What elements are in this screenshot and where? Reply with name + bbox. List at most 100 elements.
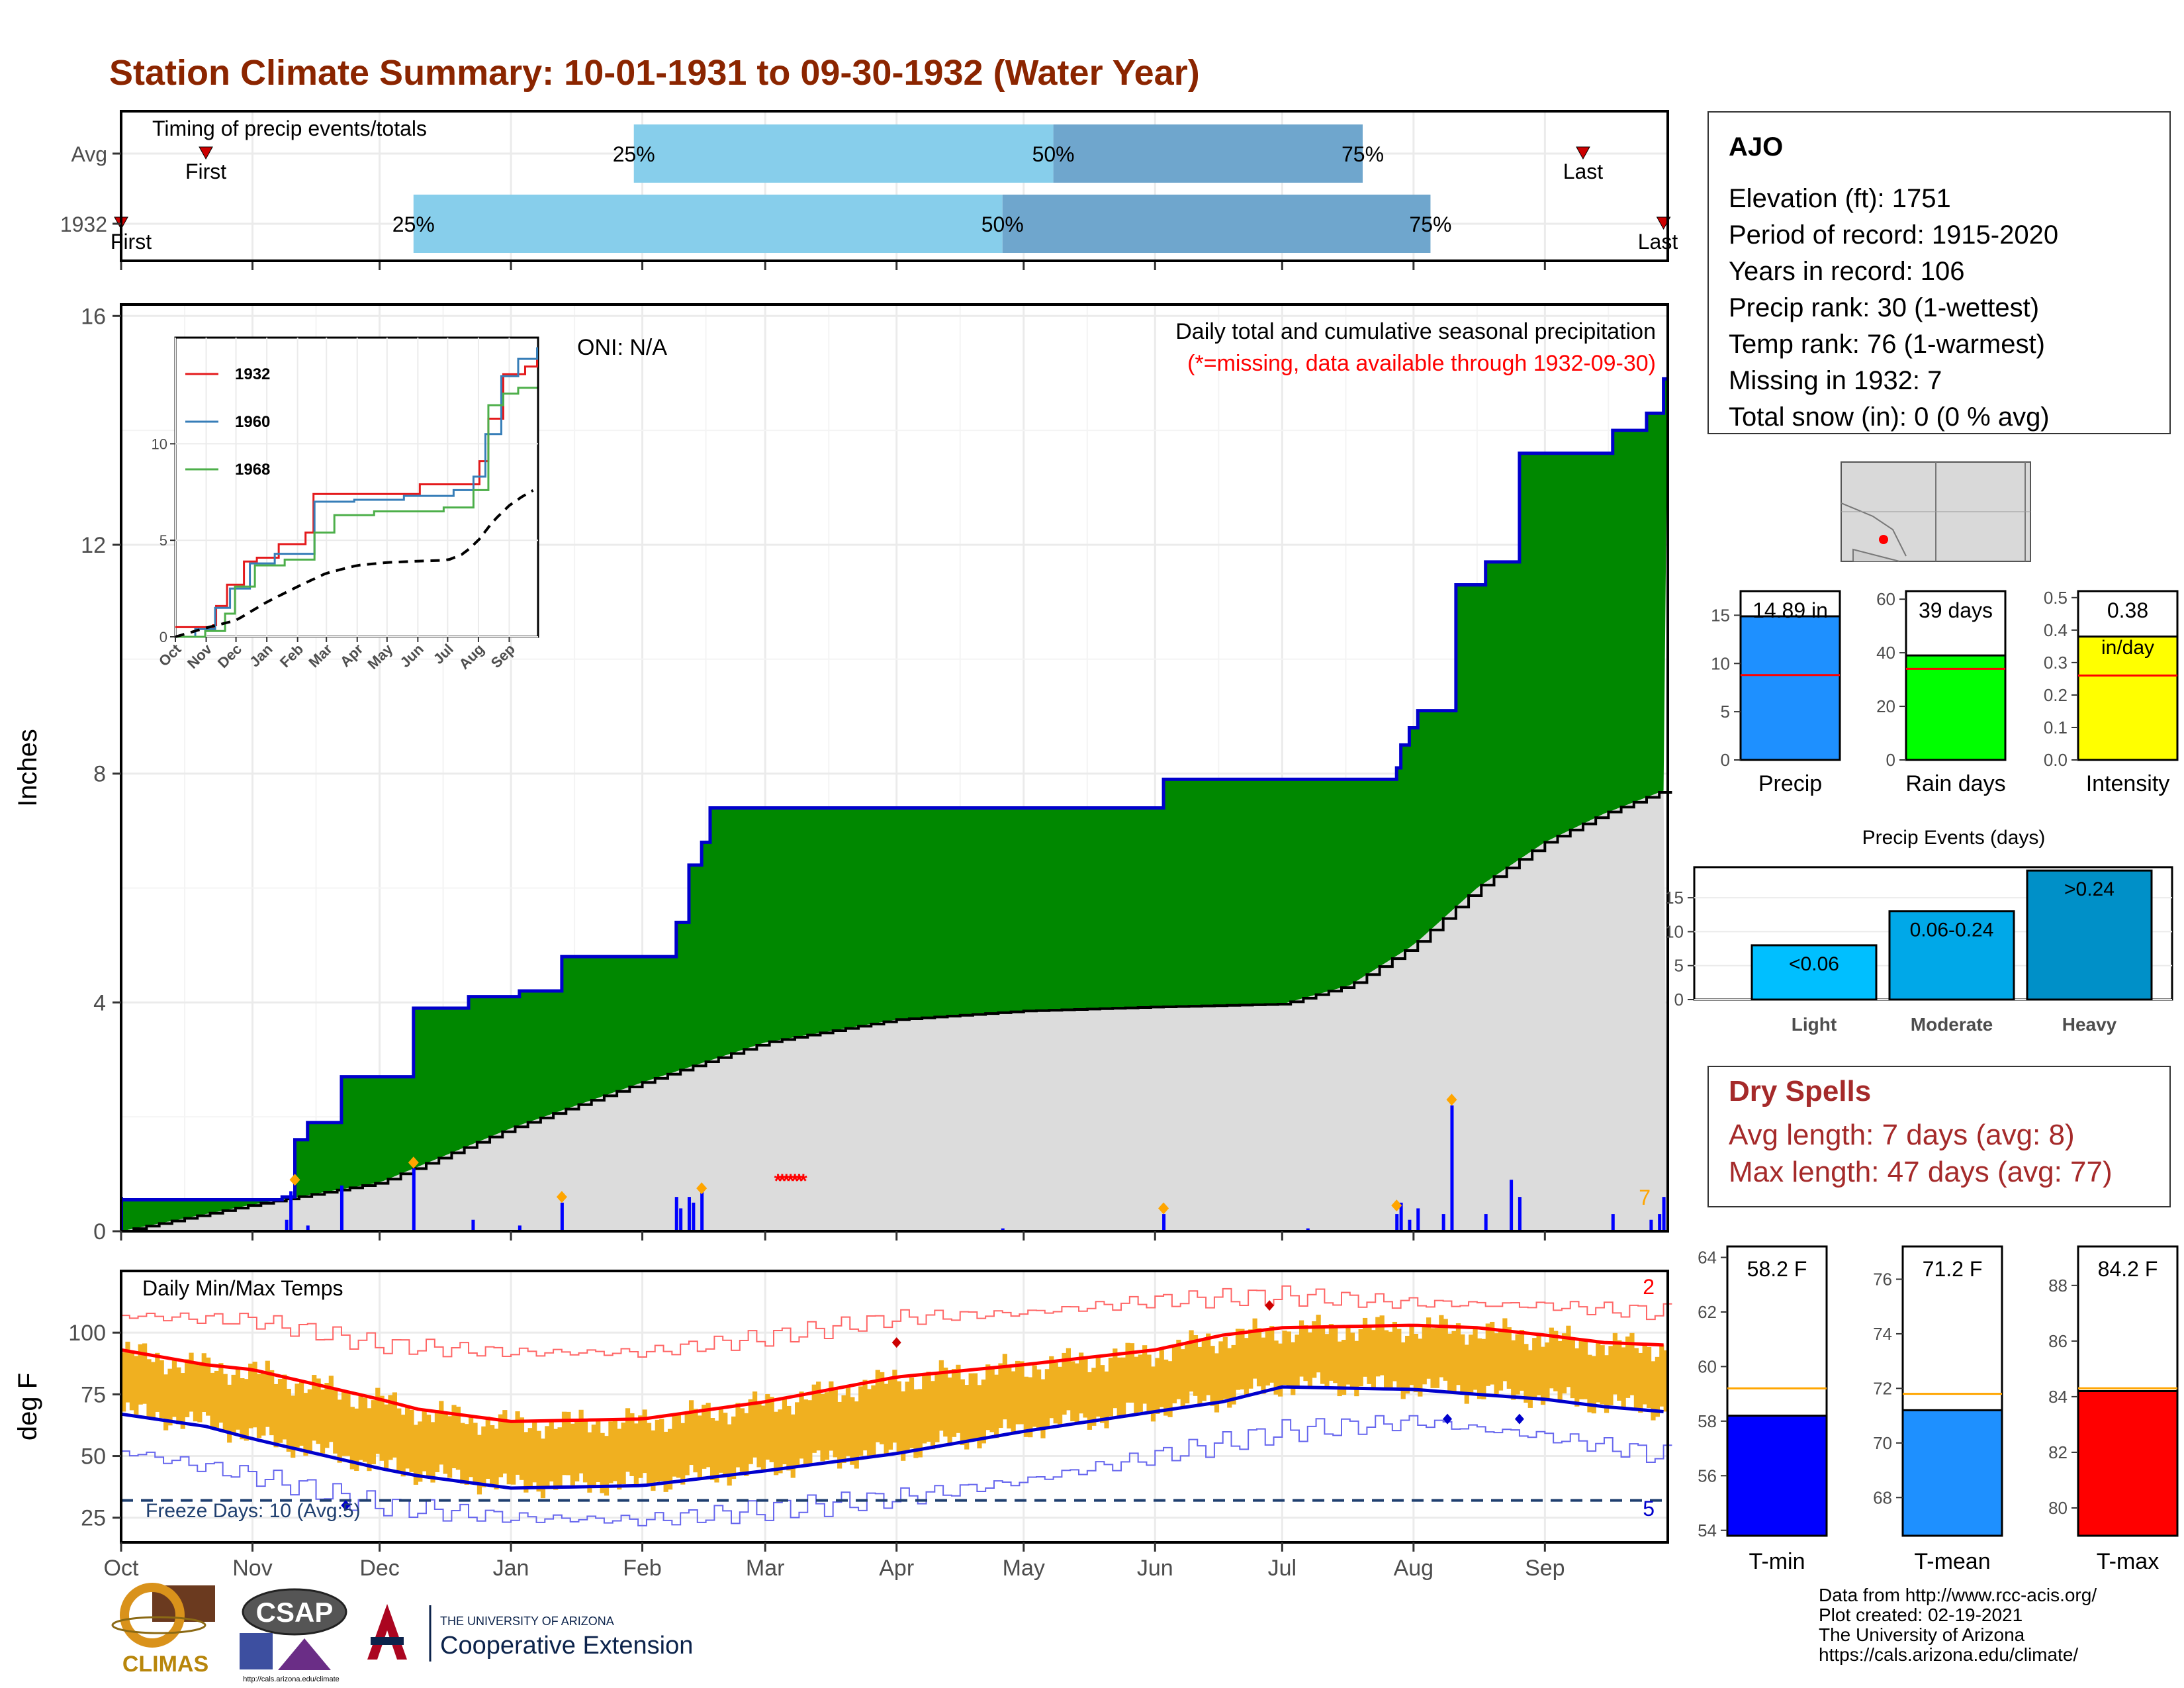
summary-precip-ytick-label: 60 bbox=[1876, 589, 1895, 609]
daily-temp-bar bbox=[680, 1423, 686, 1485]
daily-temp-bar bbox=[1273, 1340, 1279, 1395]
timing-first-label: First bbox=[185, 160, 226, 183]
temp-xtick-label: Dec bbox=[359, 1556, 399, 1581]
daily-temp-bar bbox=[574, 1419, 580, 1481]
daily-temp-bar bbox=[854, 1401, 859, 1469]
university-of-arizona-logo: THE UNIVERSITY OF ARIZONA Cooperative Ex… bbox=[361, 1602, 693, 1662]
daily-temp-bar bbox=[1612, 1333, 1617, 1395]
record-high-marker bbox=[1265, 1300, 1275, 1311]
inset-legend-label: 1968 bbox=[235, 461, 270, 479]
timing-bar-q50-q75 bbox=[1053, 124, 1363, 183]
daily-temp-bar bbox=[490, 1425, 495, 1487]
daily-temp-bar bbox=[1019, 1361, 1024, 1425]
timing-plot-border bbox=[120, 110, 1669, 262]
summary-precip-ytick-label: 0.5 bbox=[2044, 588, 2068, 608]
daily-temp-bar bbox=[430, 1422, 435, 1483]
summary-precip-bar bbox=[2077, 635, 2179, 761]
timing-chart: 25% 50% 75% First Last 25% 50% 75% First Last Tim… bbox=[60, 110, 1678, 270]
station-snow: Total snow (in): 0 (0 % avg) bbox=[1729, 402, 2050, 432]
station-name: AJO bbox=[1729, 132, 1784, 162]
daily-temp-bar bbox=[1261, 1337, 1266, 1394]
daily-temp-bar bbox=[604, 1436, 610, 1496]
dry-spells-max: Max length: 47 days (avg: 77) bbox=[1729, 1156, 2113, 1188]
daily-temp-bar bbox=[1379, 1315, 1385, 1376]
daily-temp-bar bbox=[235, 1368, 241, 1430]
daily-temp-bar bbox=[379, 1395, 385, 1461]
daily-temp-bar bbox=[375, 1387, 381, 1454]
daily-precip-bar bbox=[471, 1219, 475, 1231]
oni-label: ONI: N/A bbox=[577, 335, 667, 360]
daily-temp-bar bbox=[875, 1370, 880, 1442]
summary-temp-ytick-label: 74 bbox=[1873, 1324, 1892, 1344]
daily-temp-bar bbox=[248, 1363, 253, 1429]
temp-ylabel: deg F bbox=[13, 1373, 42, 1440]
daily-temp-bar bbox=[1066, 1348, 1071, 1411]
missing-day-marker: * bbox=[782, 1170, 790, 1192]
daily-temp-bar bbox=[1180, 1349, 1185, 1408]
daily-temp-bar bbox=[739, 1408, 745, 1472]
temp-xtick-label: Mar bbox=[746, 1556, 785, 1581]
daily-temp-bar bbox=[591, 1425, 596, 1486]
daily-temp-bar bbox=[244, 1379, 249, 1441]
daily-temp-bar bbox=[1469, 1335, 1474, 1395]
temp-xtick-label: Apr bbox=[879, 1556, 914, 1581]
daily-temp-bar bbox=[807, 1400, 813, 1466]
daily-temp-bar bbox=[485, 1416, 490, 1479]
credit-url: https://cals.arizona.edu/climate/ bbox=[1819, 1644, 2079, 1665]
daily-temp-bar bbox=[1617, 1340, 1622, 1401]
summary-precip-label: Rain days bbox=[1905, 771, 2005, 796]
daily-precip-bar bbox=[340, 1185, 343, 1231]
daily-temp-bar bbox=[286, 1389, 291, 1452]
daily-temp-bar bbox=[447, 1416, 453, 1478]
daily-precip-bar bbox=[285, 1219, 289, 1231]
daily-precip-bar bbox=[679, 1208, 683, 1231]
precip-ytick-label: 16 bbox=[81, 304, 106, 329]
daily-temp-bar bbox=[1363, 1317, 1368, 1377]
daily-temp-bar bbox=[1079, 1352, 1084, 1414]
daily-temp-bar bbox=[298, 1381, 304, 1446]
daily-temp-bar bbox=[138, 1344, 143, 1405]
daily-temp-bar bbox=[913, 1389, 919, 1458]
daily-temp-bar bbox=[171, 1358, 177, 1417]
daily-temp-bar bbox=[1557, 1340, 1563, 1400]
inset-legend-label: 1960 bbox=[235, 413, 270, 431]
summary-precip-bar bbox=[1905, 654, 2007, 761]
precip-annotation: Daily total and cumulative seasonal prec… bbox=[1175, 319, 1656, 344]
temp-summary-charts: 58.2 F 54 56 58 60 62 64 T-min 71.2 F 68 70 72 74 76 T… bbox=[1698, 1245, 2179, 1574]
summary-temp-ytick-label: 54 bbox=[1698, 1521, 1717, 1540]
events-category-label: Light bbox=[1792, 1014, 1837, 1035]
daily-temp-bar bbox=[523, 1432, 529, 1493]
daily-temp-bar bbox=[1570, 1338, 1575, 1399]
daily-temp-bar bbox=[553, 1429, 559, 1490]
credit-data-source: Data from http://www.rcc-acis.org/ bbox=[1819, 1585, 2097, 1605]
summary-temp-ytick-label: 86 bbox=[2048, 1331, 2068, 1351]
daily-temp-bar bbox=[227, 1384, 232, 1443]
daily-temp-bar bbox=[956, 1364, 961, 1433]
record-high-marker bbox=[891, 1337, 901, 1348]
daily-temp-bar bbox=[409, 1409, 414, 1472]
daily-temp-bar bbox=[782, 1399, 788, 1465]
daily-temp-bar bbox=[816, 1382, 821, 1451]
precip-summary-charts: 14.89 in 0 5 10 15 Precip 39 days 0 20 40 60 Rain d… bbox=[1711, 588, 2179, 796]
daily-temp-bar bbox=[176, 1367, 181, 1425]
daily-temp-bar bbox=[439, 1401, 444, 1465]
summary-temp-ytick-label: 58 bbox=[1698, 1411, 1717, 1431]
daily-temp-bar bbox=[621, 1423, 626, 1485]
daily-temp-bar bbox=[426, 1415, 432, 1476]
daily-temp-bar bbox=[582, 1420, 588, 1483]
summary-precip-ytick-label: 20 bbox=[1876, 696, 1895, 716]
daily-temp-bar bbox=[1515, 1334, 1520, 1395]
daily-temp-bar bbox=[824, 1392, 830, 1460]
daily-temp-bar bbox=[1434, 1328, 1440, 1388]
daily-temp-bar bbox=[617, 1429, 622, 1490]
precip-event-marker bbox=[1158, 1202, 1169, 1215]
dry-spells-box: Dry Spells Avg length: 7 days (avg: 8) M… bbox=[1707, 1066, 2171, 1207]
daily-temp-bar bbox=[896, 1381, 901, 1453]
daily-precip-bar bbox=[306, 1225, 310, 1231]
daily-temp-bar bbox=[892, 1370, 897, 1443]
daily-precip-bar bbox=[1518, 1197, 1522, 1231]
daily-temp-bar bbox=[884, 1383, 889, 1455]
daily-temp-bar bbox=[1591, 1356, 1596, 1414]
